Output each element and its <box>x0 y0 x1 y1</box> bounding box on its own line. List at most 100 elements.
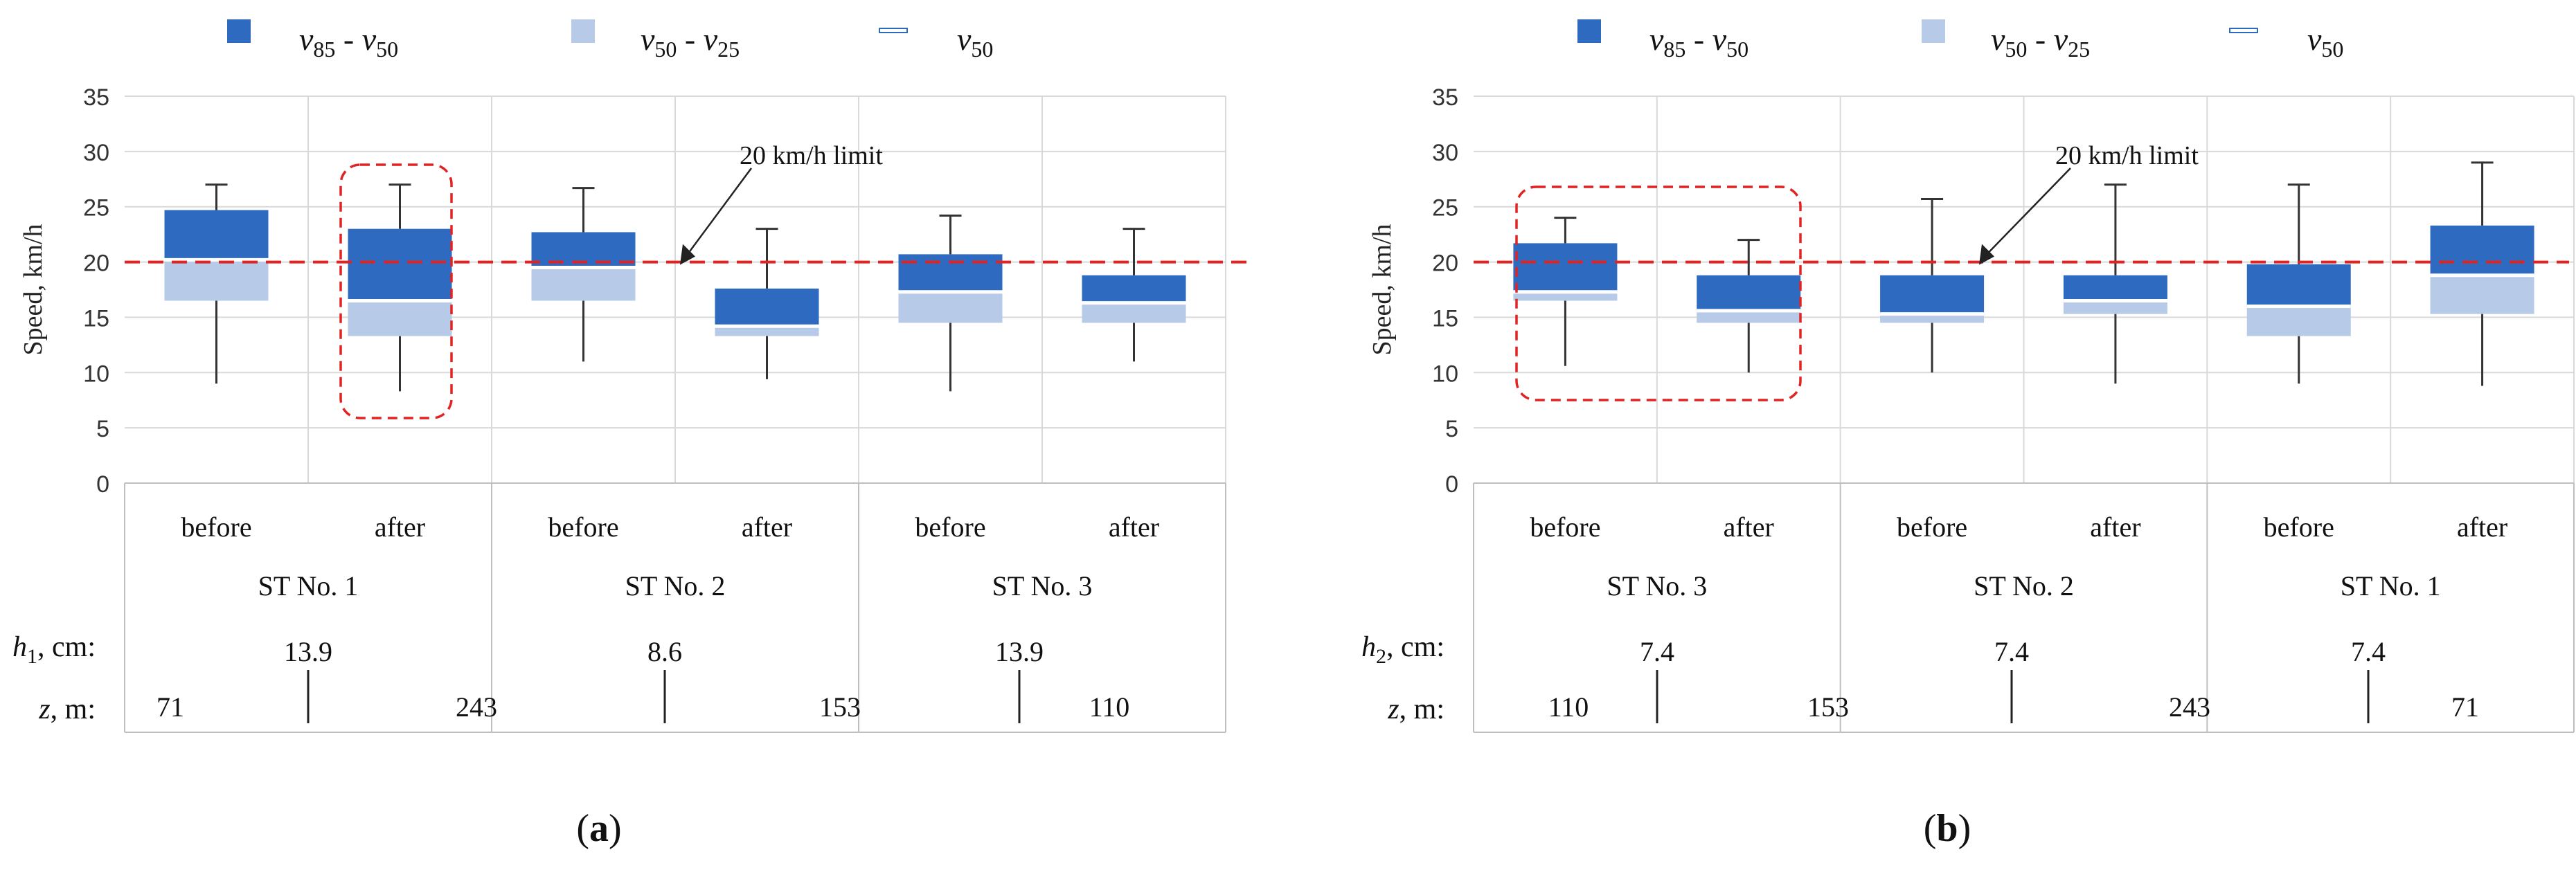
pa-box-upper-v85-v50 <box>1082 275 1186 303</box>
pa-box-upper-v85-v50 <box>715 288 819 327</box>
chart-panel-b: 0 5 10 15 20 25 30 35 Speed, km/h before after befo… <box>1361 84 2575 733</box>
legend-swatch-light <box>571 19 595 43</box>
pa-z-value: 243 <box>456 691 497 723</box>
pa-box-lower-v50-v25 <box>348 300 452 336</box>
pb-z-value: 110 <box>1548 691 1589 723</box>
pb-box-upper-v85-v50 <box>1513 243 1618 292</box>
pb-category-label: before <box>2264 511 2334 543</box>
pa-category-label: before <box>548 511 618 543</box>
legend-swatch-median-b <box>2229 28 2258 33</box>
pa-category-label: after <box>375 511 425 543</box>
legend-item-v50-b: v50 <box>2229 21 2343 62</box>
pa-z-value: 71 <box>156 691 184 723</box>
pb-station-label: ST No. 1 <box>2341 570 2441 601</box>
pa-y-tick-label: 10 <box>83 361 109 387</box>
pa-y-tick-label: 0 <box>96 471 109 498</box>
pb-box-upper-v85-v50 <box>2246 264 2351 307</box>
legend-swatch-dark-b <box>1577 19 1601 43</box>
legend: v85 - v50 v50 - v25 v50 v85 - v50 v50 - … <box>227 19 2343 62</box>
pa-annotation-arrow-head <box>680 244 695 265</box>
pb-category-label: after <box>1724 511 1774 543</box>
pb-y-tick-label: 25 <box>1432 195 1458 221</box>
pb-z-value: 71 <box>2451 691 2479 723</box>
legend-label-2: v50 - v25 <box>641 21 740 62</box>
legend-label-1: v85 - v50 <box>299 21 398 62</box>
pa-z-value: 153 <box>819 691 861 723</box>
panel-caption-b: (b) <box>1924 807 1971 850</box>
pb-box-upper-v85-v50 <box>2063 275 2167 301</box>
pb-limit-annotation: 20 km/h limit <box>2055 141 2199 170</box>
chart-panel-a: 0 5 10 15 20 25 30 35 Speed, km/h before after befo… <box>12 84 1253 733</box>
pa-h-value: 8.6 <box>647 636 682 667</box>
pb-box-lower-v50-v25 <box>1880 314 1985 323</box>
pb-box-lower-v50-v25 <box>1513 291 1618 301</box>
panel-caption-a: (a) <box>576 807 621 850</box>
pa-station-label: ST No. 1 <box>258 570 359 601</box>
pa-box-upper-v85-v50 <box>164 210 269 260</box>
pa-station-label: ST No. 2 <box>625 570 726 601</box>
pa-box-lower-v50-v25 <box>898 291 1003 323</box>
pa-category-label: before <box>915 511 985 543</box>
pb-station-label: ST No. 3 <box>1607 570 1707 601</box>
pb-box-lower-v50-v25 <box>1697 310 1801 323</box>
pb-h-value: 7.4 <box>1994 636 2029 667</box>
pa-box-lower-v50-v25 <box>715 326 819 336</box>
pb-y-tick-label: 0 <box>1445 471 1458 498</box>
pa-y-axis-title: Speed, km/h <box>19 224 48 356</box>
pa-box-upper-v85-v50 <box>348 228 452 301</box>
pa-annotation-arrow-shaft <box>686 167 753 256</box>
pb-box-upper-v85-v50 <box>1697 275 1801 311</box>
pb-box-upper-v85-v50 <box>1880 275 1985 314</box>
legend-swatch-light-b <box>1922 19 1945 43</box>
pb-box-lower-v50-v25 <box>2063 300 2167 314</box>
pa-z-row-label: z, m: <box>38 694 96 725</box>
pb-station-label: ST No. 2 <box>1974 570 2074 601</box>
pa-y-tick-label: 5 <box>96 416 109 442</box>
pb-category-label: before <box>1897 511 1967 543</box>
pa-category-label: after <box>1109 511 1159 543</box>
pa-box-lower-v50-v25 <box>1082 302 1186 323</box>
pb-box-lower-v50-v25 <box>2246 306 2351 336</box>
pa-box-upper-v85-v50 <box>898 254 1003 292</box>
pb-y-tick-label: 35 <box>1432 84 1458 111</box>
legend-item-v50: v50 <box>879 21 993 62</box>
pa-box-lower-v50-v25 <box>164 260 269 301</box>
pb-y-tick-label: 10 <box>1432 361 1458 387</box>
pb-y-axis-title: Speed, km/h <box>1368 224 1397 356</box>
pb-z-value: 153 <box>1807 691 1849 723</box>
legend-label-3-b: v50 <box>2307 21 2343 62</box>
pb-y-tick-label: 15 <box>1432 305 1458 332</box>
legend-label-2-b: v50 - v25 <box>1991 21 2090 62</box>
pa-h-value: 13.9 <box>284 636 332 667</box>
pa-y-tick-label: 20 <box>83 251 109 277</box>
pb-annotation-arrow-head <box>1979 244 1994 265</box>
pa-category-label: after <box>742 511 792 543</box>
pb-h-value: 7.4 <box>2351 636 2386 667</box>
pa-y-tick-label: 15 <box>83 305 109 332</box>
pb-category-label: before <box>1530 511 1600 543</box>
pa-category-label: before <box>181 511 251 543</box>
pb-z-row-label: z, m: <box>1387 694 1444 725</box>
pb-h-value: 7.4 <box>1640 636 1674 667</box>
pb-annotation-arrow-shaft <box>1985 167 2071 256</box>
legend-item-v50-v25: v50 - v25 <box>571 19 740 62</box>
pb-y-tick-label: 5 <box>1445 416 1458 442</box>
pa-y-tick-label: 30 <box>83 140 109 166</box>
pb-box-upper-v85-v50 <box>2430 225 2534 275</box>
pa-y-tick-label: 25 <box>83 195 109 221</box>
legend-swatch-median <box>879 28 908 33</box>
pa-h-row-label: h1, cm: <box>12 631 96 668</box>
pb-y-tick-label: 30 <box>1432 140 1458 166</box>
pa-h-value: 13.9 <box>995 636 1044 667</box>
legend-label-1-b: v85 - v50 <box>1649 21 1748 62</box>
legend-item-v85-v50: v85 - v50 <box>227 19 398 62</box>
pb-box-lower-v50-v25 <box>2430 275 2534 314</box>
legend-item-v85-v50-b: v85 - v50 <box>1577 19 1748 62</box>
pa-station-label: ST No. 3 <box>992 570 1093 601</box>
pb-category-label: after <box>2090 511 2140 543</box>
pa-highlight-frame <box>339 163 453 419</box>
legend-label-3: v50 <box>957 21 993 62</box>
pb-y-tick-label: 20 <box>1432 251 1458 277</box>
legend-swatch-dark <box>227 19 251 43</box>
